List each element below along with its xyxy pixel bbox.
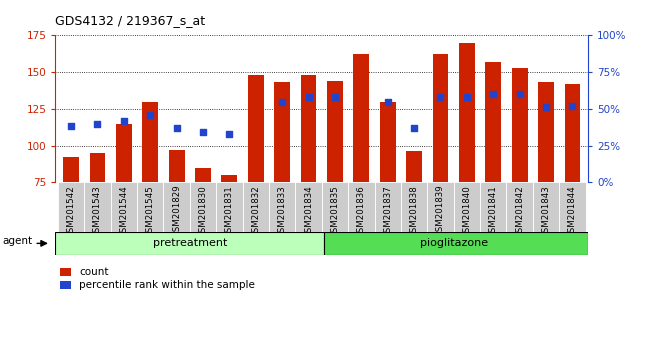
- Point: [92, 121, 103, 126]
- Bar: [486, 62, 501, 182]
- Text: GSM201834: GSM201834: [304, 185, 313, 238]
- Text: GSM201843: GSM201843: [541, 185, 551, 238]
- Bar: [274, 82, 290, 182]
- Point: [172, 125, 182, 131]
- Bar: [116, 124, 132, 182]
- Point: [488, 91, 499, 97]
- Bar: [564, 84, 580, 182]
- Text: GSM201833: GSM201833: [278, 185, 287, 238]
- Bar: [354, 55, 369, 182]
- Text: GSM201831: GSM201831: [225, 185, 234, 238]
- FancyBboxPatch shape: [348, 182, 374, 232]
- Bar: [169, 150, 185, 182]
- Point: [382, 99, 393, 104]
- Bar: [222, 175, 237, 182]
- FancyBboxPatch shape: [295, 182, 322, 232]
- Point: [119, 118, 129, 124]
- FancyBboxPatch shape: [84, 182, 110, 232]
- Bar: [324, 232, 588, 255]
- Point: [145, 112, 155, 118]
- FancyBboxPatch shape: [111, 182, 137, 232]
- FancyBboxPatch shape: [58, 182, 84, 232]
- FancyBboxPatch shape: [190, 182, 216, 232]
- Point: [462, 94, 472, 100]
- Bar: [63, 157, 79, 182]
- Bar: [327, 81, 343, 182]
- Bar: [90, 153, 105, 182]
- FancyBboxPatch shape: [533, 182, 559, 232]
- FancyBboxPatch shape: [374, 182, 401, 232]
- Point: [330, 94, 340, 100]
- Point: [567, 103, 578, 109]
- Text: GSM201830: GSM201830: [198, 185, 207, 238]
- Bar: [55, 232, 324, 255]
- Point: [541, 104, 551, 110]
- Text: GSM201841: GSM201841: [489, 185, 498, 238]
- FancyBboxPatch shape: [163, 182, 190, 232]
- Text: GSM201832: GSM201832: [252, 185, 260, 238]
- Text: GSM201835: GSM201835: [330, 185, 339, 238]
- Text: GSM201839: GSM201839: [436, 185, 445, 238]
- Bar: [432, 55, 448, 182]
- Legend: count, percentile rank within the sample: count, percentile rank within the sample: [60, 267, 255, 290]
- Text: pioglitazone: pioglitazone: [420, 238, 488, 249]
- Point: [66, 124, 76, 129]
- FancyBboxPatch shape: [480, 182, 506, 232]
- Bar: [538, 82, 554, 182]
- Bar: [406, 152, 422, 182]
- Text: GSM201842: GSM201842: [515, 185, 524, 238]
- Bar: [459, 43, 474, 182]
- Point: [224, 131, 235, 137]
- Point: [277, 99, 287, 104]
- Text: GSM201544: GSM201544: [120, 185, 128, 238]
- Text: agent: agent: [3, 236, 33, 246]
- FancyBboxPatch shape: [269, 182, 295, 232]
- Text: GSM201838: GSM201838: [410, 185, 419, 238]
- Text: GSM201837: GSM201837: [384, 185, 392, 238]
- Bar: [512, 68, 528, 182]
- Point: [436, 94, 446, 100]
- FancyBboxPatch shape: [506, 182, 533, 232]
- Bar: [248, 75, 264, 182]
- Bar: [380, 102, 396, 182]
- Text: pretreatment: pretreatment: [153, 238, 227, 249]
- FancyBboxPatch shape: [559, 182, 586, 232]
- Point: [514, 91, 525, 97]
- FancyBboxPatch shape: [454, 182, 480, 232]
- Point: [409, 125, 419, 131]
- Point: [198, 130, 208, 135]
- FancyBboxPatch shape: [427, 182, 454, 232]
- Bar: [301, 75, 317, 182]
- FancyBboxPatch shape: [322, 182, 348, 232]
- Text: GSM201545: GSM201545: [146, 185, 155, 238]
- Bar: [142, 102, 158, 182]
- FancyBboxPatch shape: [216, 182, 242, 232]
- FancyBboxPatch shape: [401, 182, 427, 232]
- Text: GSM201840: GSM201840: [462, 185, 471, 238]
- Text: GSM201543: GSM201543: [93, 185, 102, 238]
- FancyBboxPatch shape: [137, 182, 163, 232]
- Text: GDS4132 / 219367_s_at: GDS4132 / 219367_s_at: [55, 14, 205, 27]
- Bar: [195, 168, 211, 182]
- Text: GSM201829: GSM201829: [172, 185, 181, 238]
- Text: GSM201836: GSM201836: [357, 185, 366, 238]
- Point: [304, 94, 314, 100]
- Text: GSM201542: GSM201542: [66, 185, 75, 238]
- FancyBboxPatch shape: [242, 182, 269, 232]
- Text: GSM201844: GSM201844: [568, 185, 577, 238]
